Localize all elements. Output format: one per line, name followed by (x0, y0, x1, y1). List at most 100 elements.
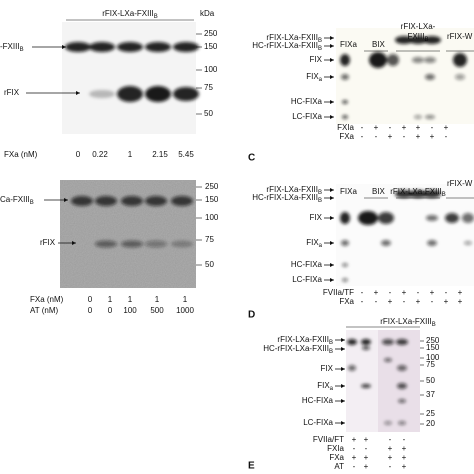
label: 100 (123, 306, 137, 315)
label: FXa (339, 297, 354, 306)
label-subscript: B (318, 190, 322, 196)
band (361, 339, 371, 345)
band (384, 421, 392, 425)
label: - (365, 444, 368, 453)
band (424, 57, 436, 63)
label: + (352, 453, 357, 462)
band (425, 74, 435, 80)
label: Ca-FXIIIB (0, 195, 34, 205)
band (423, 36, 441, 44)
label-main: FIX (310, 213, 323, 222)
label: + (374, 123, 379, 132)
label: + (402, 123, 407, 132)
label: 100 (426, 353, 440, 362)
label: rFIX-W (447, 32, 473, 41)
label: FXIIIB (408, 32, 429, 42)
band (341, 240, 349, 246)
label-main: LC-FIXa (292, 275, 322, 284)
label: LC-FIXa (292, 112, 322, 121)
band (348, 365, 356, 371)
label: 0 (88, 295, 93, 304)
label-main: HC-FIXa (291, 260, 323, 269)
label: rFIX-W (447, 179, 473, 188)
labels: rFIX-LXa-FXIIIB kDa2501501007550-FXIIIBrF… (0, 9, 474, 472)
label-main: FIX (306, 72, 319, 81)
blot-d (336, 184, 474, 286)
label: BIX (372, 187, 386, 196)
label: + (416, 297, 421, 306)
label: HC-rFIX-LXa-FXIIIB (263, 344, 333, 354)
label: HC-rFIX-LXa-FXIIIB (252, 41, 322, 51)
label: - (389, 288, 392, 297)
band (117, 86, 143, 102)
label-main: rFIX (40, 238, 56, 247)
label: - (431, 297, 434, 306)
band (425, 115, 435, 119)
band (369, 52, 387, 68)
label: + (388, 453, 393, 462)
band (65, 42, 91, 52)
label: + (458, 288, 463, 297)
arrow-head (341, 384, 345, 388)
label: 1 (108, 295, 113, 304)
label: FIXa (306, 72, 322, 82)
band (145, 42, 171, 52)
label-main: rFIX-LXa-FXIII (102, 9, 154, 18)
arrow-head (76, 91, 80, 95)
band (171, 196, 193, 206)
label: - (445, 288, 448, 297)
label: rFIX-LXa-FXIIIB (380, 317, 436, 327)
label: 75 (204, 83, 213, 92)
arrow-head (62, 45, 66, 49)
label: + (416, 123, 421, 132)
band (398, 421, 406, 425)
label: 250 (426, 336, 440, 345)
label: + (402, 453, 407, 462)
arrow-head (330, 44, 334, 48)
label: + (416, 132, 421, 141)
band (342, 263, 348, 267)
label: HC-FIXa (302, 396, 334, 405)
label: 50 (205, 260, 214, 269)
label-main: rFIX-LXa-FXIII (390, 187, 442, 196)
label-main: rFIX-LXa-FXIII (380, 317, 432, 326)
band (378, 212, 394, 224)
label: + (430, 132, 435, 141)
label: rFIX-LXa-FXIIIB (277, 335, 333, 345)
label: 1 (128, 295, 133, 304)
arrow-head (341, 421, 345, 425)
label-main: FIXa (340, 187, 357, 196)
arrow-head (64, 198, 68, 202)
label-subscript: a (319, 77, 323, 83)
label-subscript: B (432, 322, 436, 328)
label: + (402, 462, 407, 471)
band (445, 213, 459, 223)
label: 75 (205, 235, 214, 244)
band (347, 339, 357, 345)
label: + (364, 462, 369, 471)
label: rFIX-LXa-FXIIIB (102, 9, 158, 19)
label-subscript: B (318, 38, 322, 44)
band (362, 346, 370, 350)
band (395, 190, 413, 198)
label: - (403, 132, 406, 141)
arrow-head (330, 278, 334, 282)
band (412, 57, 424, 63)
label: FIXa (306, 238, 322, 248)
label-main: HC-rFIX-LXa-FXIII (263, 344, 329, 353)
label-subscript: B (318, 198, 322, 204)
label: - (389, 123, 392, 132)
label: 0 (76, 150, 81, 159)
label-main: FIX (317, 381, 330, 390)
label: -FXIIIB (0, 42, 24, 52)
band (409, 36, 427, 44)
label: 50 (204, 109, 213, 118)
label: + (352, 435, 357, 444)
band (397, 383, 407, 389)
band (414, 115, 422, 119)
label: - (403, 435, 406, 444)
band (89, 90, 115, 98)
label-main: rFIX-LXa-FXIII (277, 335, 329, 344)
label: 50 (426, 376, 435, 385)
